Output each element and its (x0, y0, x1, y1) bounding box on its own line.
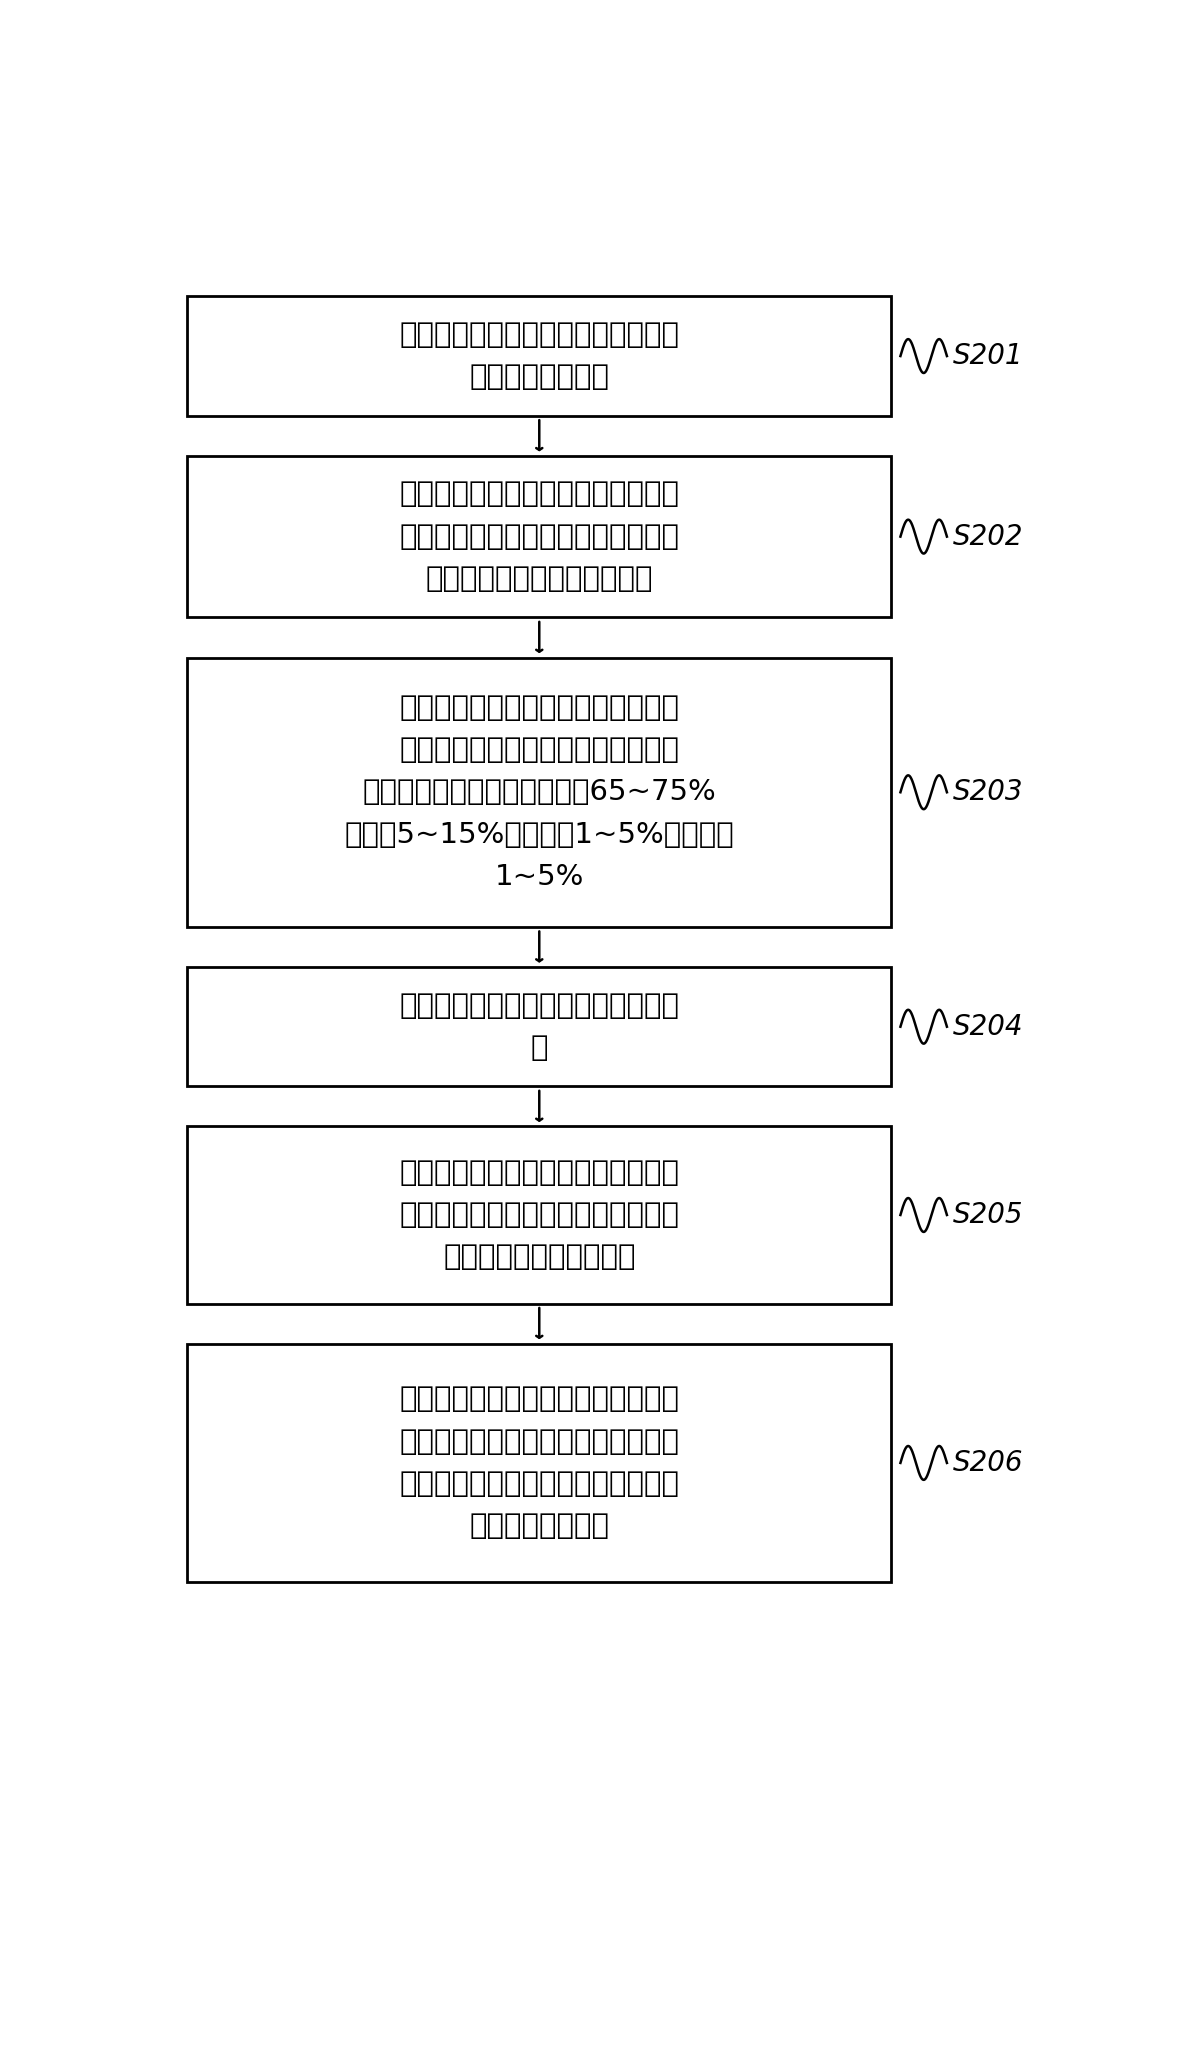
Text: 在绝缘层和轻掺杂层上淀积第一金属
层: 在绝缘层和轻掺杂层上淀积第一金属 层 (399, 992, 679, 1061)
Bar (187, 657, 891, 926)
Text: 采用退火工艺将第一金属层与轻掺杂
层作合金化工艺，在第一金属层与轻
掺杂层之间形成合金化层: 采用退火工艺将第一金属层与轻掺杂 层作合金化工艺，在第一金属层与轻 掺杂层之间形… (399, 1158, 679, 1272)
Text: S202: S202 (953, 522, 1024, 551)
Text: S201: S201 (953, 342, 1024, 371)
Text: S206: S206 (953, 1448, 1024, 1477)
Bar (187, 968, 891, 1086)
Bar (187, 296, 891, 416)
Text: 采用清洗溶液对露出的轻掺杂层进行
清洗及轻微腐蚀，该清洗溶液的主要
成分及其质量百分比为：磷酸65~75%
，乙酸5~15%，氟硼酸1~5%以及硝酸
1~5%: 采用清洗溶液对露出的轻掺杂层进行 清洗及轻微腐蚀，该清洗溶液的主要 成分及其质量… (345, 694, 734, 891)
Bar (187, 1127, 891, 1303)
Text: 在轻掺杂层上淀积绝缘层，采用光刻
工艺刻蚀绝缘层，在轻掺杂层上方开
出绝缘层窗口，露出轻掺杂层: 在轻掺杂层上淀积绝缘层，采用光刻 工艺刻蚀绝缘层，在轻掺杂层上方开 出绝缘层窗口… (399, 481, 679, 593)
Text: 提供半导体基底，其上依次形成有重
掺杂层和轻掺杂层: 提供半导体基底，其上依次形成有重 掺杂层和轻掺杂层 (399, 321, 679, 392)
Bar (187, 456, 891, 617)
Text: S203: S203 (953, 779, 1024, 806)
Bar (187, 1343, 891, 1583)
Text: 采用化学机械抛光法对第一金属层作
平坦化，直至露出绝缘层，由绝缘层
与合金化层构成的沟槽内保留的第一
金属层形成上电极: 采用化学机械抛光法对第一金属层作 平坦化，直至露出绝缘层，由绝缘层 与合金化层构… (399, 1386, 679, 1539)
Text: S204: S204 (953, 1013, 1024, 1040)
Text: S205: S205 (953, 1202, 1024, 1229)
